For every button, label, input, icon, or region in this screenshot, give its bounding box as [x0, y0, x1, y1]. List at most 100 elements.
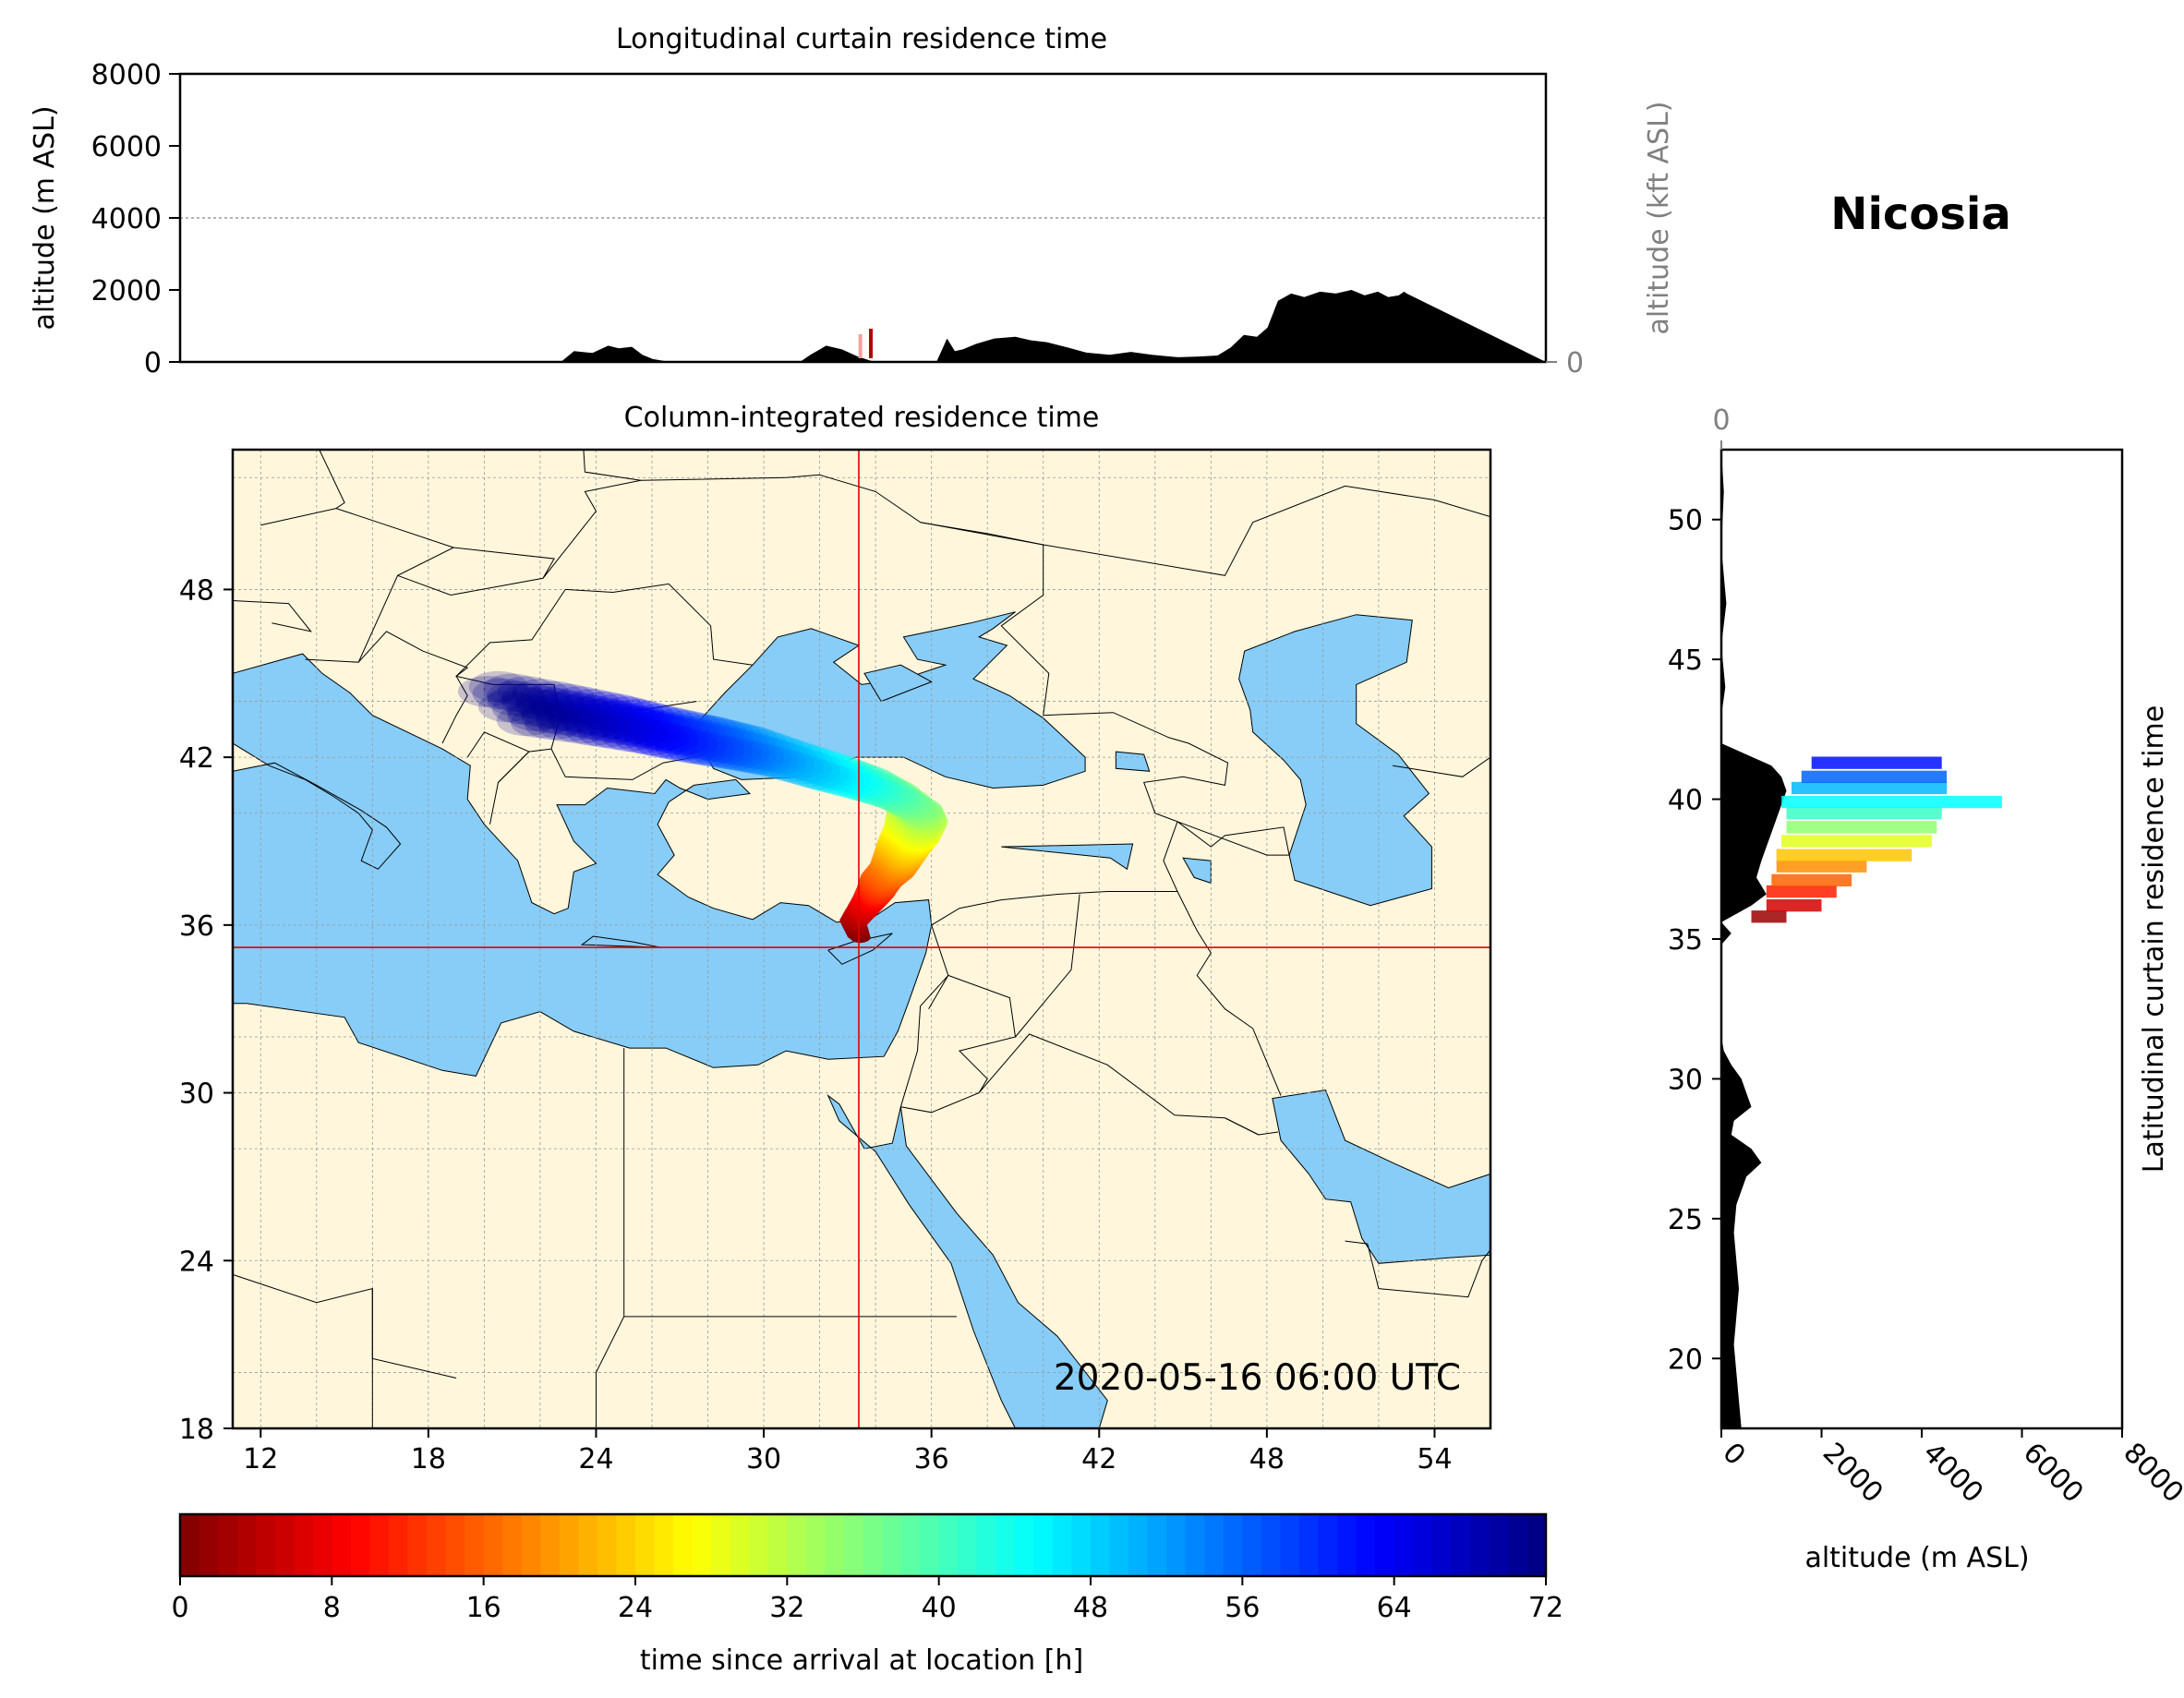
- plume-cell: [701, 741, 753, 769]
- plume-cell: [683, 732, 736, 761]
- colorbar-cell: [407, 1514, 428, 1576]
- plume-cell: [655, 733, 709, 762]
- tick-label: 18: [179, 1414, 214, 1446]
- plume-cell: [535, 704, 594, 736]
- plume-cell: [785, 756, 832, 782]
- plume-cell: [822, 766, 867, 790]
- plume-cell: [602, 722, 658, 753]
- plume-cell: [749, 739, 797, 765]
- plume-cell: [621, 707, 675, 737]
- colorbar-cell: [578, 1514, 598, 1576]
- plume-cell: [813, 758, 858, 783]
- plume-cell: [735, 734, 784, 761]
- red-sea: [827, 1094, 1108, 1428]
- border-egypt-libya: [596, 1048, 625, 1428]
- plume-cell: [784, 750, 830, 774]
- plume-cell: [704, 726, 754, 753]
- longitudinal-plume-markers: [858, 329, 874, 358]
- column-integrated-map-panel: Column-integrated residence time 12 18 24 3…: [179, 402, 1492, 1475]
- tick-label: 42: [1081, 1443, 1116, 1475]
- plume-cell: [634, 729, 690, 758]
- longitudinal-curtain-title: Longitudinal curtain residence time: [616, 23, 1107, 55]
- colorbar-cells: [180, 1514, 1547, 1576]
- map-crosshair: [233, 450, 1490, 1428]
- colorbar-cell: [559, 1514, 579, 1576]
- plume-cell: [632, 710, 685, 739]
- colorbar-cell: [825, 1514, 845, 1576]
- plume-cell: [668, 727, 720, 755]
- plume-cell: [687, 722, 738, 749]
- plume-cell: [621, 701, 675, 730]
- plume-cell: [589, 693, 645, 723]
- tick-label: 0: [1716, 1437, 1751, 1472]
- latitudinal-altitude-ticks: 0 2000 4000 6000 8000: [1716, 1428, 2184, 1510]
- colorbar-ticks: 0 8 16 24 32 40 48 56 64 72: [171, 1576, 1563, 1624]
- plume-cell: [677, 729, 729, 756]
- plume-cell: [692, 734, 745, 763]
- plume-cell: [703, 727, 754, 754]
- border-jordan: [900, 974, 1017, 1114]
- tick-label: 35: [1668, 924, 1703, 957]
- plume-cell: [811, 764, 857, 789]
- plume-cell: [790, 757, 837, 782]
- plume-cell: [538, 683, 596, 715]
- plume-cell: [655, 727, 708, 755]
- timestamp-label: 2020-05-16 06:00 UTC: [1054, 1357, 1461, 1399]
- colorbar-cell: [597, 1514, 618, 1576]
- colorbar-cell: [1280, 1514, 1300, 1576]
- tick-label: 4000: [1916, 1437, 1989, 1510]
- colorbar-label: time since arrival at location [h]: [640, 1644, 1083, 1677]
- colorbar-cell: [465, 1514, 485, 1576]
- plume-cell: [742, 744, 792, 771]
- plume-cell: [599, 716, 657, 746]
- plume-band: [1766, 885, 1837, 898]
- border-ukraine-north: [542, 476, 787, 579]
- plume-cell: [624, 727, 680, 756]
- plume-cell: [590, 700, 646, 730]
- plume-cell: [712, 722, 763, 749]
- plume-cell: [674, 737, 727, 765]
- plume-cell: [551, 686, 609, 717]
- colorbar-cell: [805, 1514, 827, 1576]
- plume-cell: [792, 752, 838, 777]
- tick-label: 0: [171, 1592, 188, 1624]
- colorbar-cell: [1033, 1514, 1054, 1576]
- longitudinal-curtain-panel: Longitudinal curtain residence time 0 200…: [29, 23, 1675, 379]
- tick-label: 12: [243, 1443, 278, 1475]
- plume-cell: [745, 743, 793, 770]
- plume-cell: [651, 714, 704, 742]
- plume-cell: [767, 744, 814, 770]
- plume-cell: [710, 743, 762, 771]
- plume-cell: [686, 730, 738, 758]
- plume-cell: [726, 746, 777, 774]
- map-gridlines: [233, 450, 1490, 1428]
- plume-cell: [612, 717, 669, 748]
- plume-cell: [711, 736, 762, 763]
- plume-cell: [683, 738, 736, 766]
- tick-label: 20: [1668, 1343, 1703, 1376]
- map-frame: [231, 448, 1492, 1430]
- plume-cell: [758, 748, 807, 774]
- plume-cell: [766, 738, 814, 764]
- latitudinal-plume: [1751, 756, 2002, 923]
- plume-cell: [492, 692, 551, 725]
- colorbar-cell: [502, 1514, 523, 1576]
- colorbar-cell: [1298, 1514, 1320, 1576]
- lake-region: [1115, 751, 1151, 772]
- plume-cell: [841, 773, 887, 797]
- plume-cell: [642, 712, 694, 741]
- longitudinal-ylabel-right: altitude (kft ASL): [1643, 101, 1675, 334]
- plume-cell: [827, 774, 872, 798]
- plume-cell: [563, 689, 621, 718]
- tick-label: 40: [1668, 785, 1703, 817]
- colorbar-cell: [1469, 1514, 1490, 1576]
- colorbar-cell: [1091, 1514, 1111, 1576]
- plume-cell: [695, 732, 746, 760]
- plume-cell: [665, 735, 718, 764]
- plume-cell: [649, 723, 703, 752]
- colorbar-cell: [1204, 1514, 1225, 1576]
- plume-cell: [573, 706, 629, 737]
- border-kuwait: [1225, 1117, 1260, 1136]
- colorbar-cell: [1526, 1514, 1547, 1576]
